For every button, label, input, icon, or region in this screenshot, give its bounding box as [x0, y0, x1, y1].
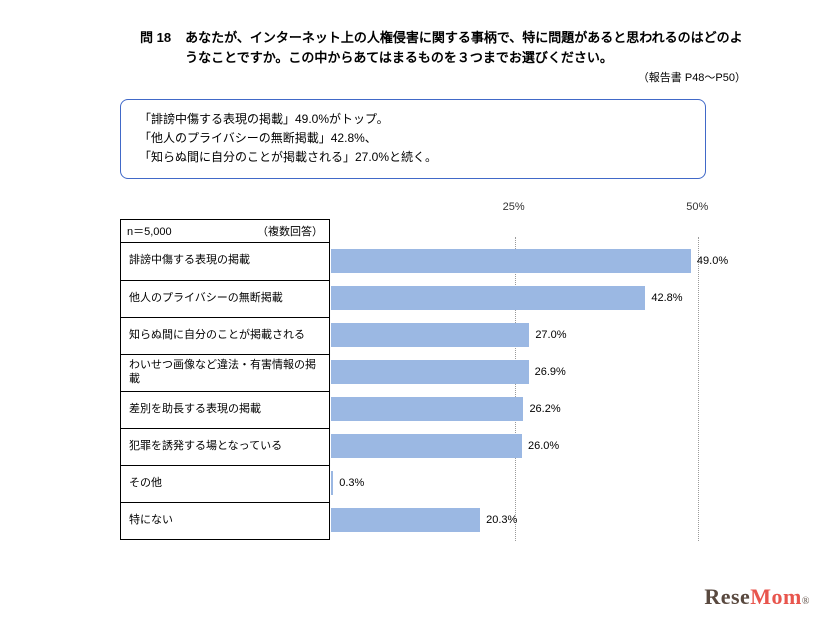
axis-tick-25: 25%	[503, 201, 525, 213]
bar: 26.9%	[331, 360, 529, 384]
watermark-symbol: ®	[802, 596, 810, 607]
watermark-logo: ReseMom®	[704, 584, 810, 610]
x-axis-labels: 25% 50%	[120, 201, 706, 219]
bar: 26.0%	[331, 434, 522, 458]
report-reference: （報告書 P48～P50）	[60, 69, 746, 85]
category-label: 知らぬ間に自分のことが掲載される	[121, 317, 329, 354]
watermark-part1: Rese	[704, 584, 750, 609]
category-label: 誹謗中傷する表現の掲載	[121, 243, 329, 280]
bar-value: 26.0%	[528, 440, 559, 452]
bar-value: 27.0%	[535, 329, 566, 341]
plot-area: 49.0% 42.8% 27.0% 26.9% 26.2% 26.0% 0.3%…	[331, 243, 735, 539]
category-label: わいせつ画像など違法・有害情報の掲載	[121, 354, 329, 391]
bar-value: 42.8%	[651, 292, 682, 304]
summary-line-1: 「誹謗中傷する表現の掲載」49.0%がトップ。	[139, 110, 687, 129]
category-label: その他	[121, 465, 329, 502]
category-label: 差別を助長する表現の掲載	[121, 391, 329, 428]
question-heading: 問 18 あなたが、インターネット上の人権侵害に関する事柄で、特に問題があると思…	[140, 28, 766, 67]
bar: 42.8%	[331, 286, 645, 310]
bars-container: 49.0% 42.8% 27.0% 26.9% 26.2% 26.0% 0.3%…	[331, 243, 735, 539]
category-label: 犯罪を誘発する場となっている	[121, 428, 329, 465]
bar-chart: 25% 50% n＝5,000 （複数回答） 誹謗中傷する表現の掲載 他人のプラ…	[120, 201, 706, 540]
bar: 20.3%	[331, 508, 480, 532]
bar: 27.0%	[331, 323, 529, 347]
bar-value: 0.3%	[339, 477, 364, 489]
axis-tick-50: 50%	[686, 201, 708, 213]
question-number: 問 18	[140, 28, 171, 48]
bar: 49.0%	[331, 249, 691, 273]
watermark-part2: Mom	[750, 584, 802, 609]
bar-value: 26.2%	[529, 403, 560, 415]
category-label: 特にない	[121, 502, 329, 539]
bar-value: 49.0%	[697, 255, 728, 267]
category-table: n＝5,000 （複数回答） 誹謗中傷する表現の掲載 他人のプライバシーの無断掲…	[120, 219, 330, 540]
summary-box: 「誹謗中傷する表現の掲載」49.0%がトップ。 「他人のプライバシーの無断掲載」…	[120, 99, 706, 179]
category-label: 他人のプライバシーの無断掲載	[121, 280, 329, 317]
table-header: n＝5,000 （複数回答）	[121, 220, 329, 243]
question-text: あなたが、インターネット上の人権侵害に関する事柄で、特に問題があると思われるのは…	[185, 28, 745, 67]
n-label: n＝5,000	[127, 223, 172, 239]
bar-value: 20.3%	[486, 514, 517, 526]
bar: 26.2%	[331, 397, 523, 421]
multi-answer-label: （複数回答）	[257, 223, 323, 239]
summary-line-2: 「他人のプライバシーの無断掲載」42.8%、	[139, 129, 687, 148]
bar-value: 26.9%	[535, 366, 566, 378]
summary-line-3: 「知らぬ間に自分のことが掲載される」27.0%と続く。	[139, 148, 687, 167]
bar: 0.3%	[331, 471, 333, 495]
table-rows: 誹謗中傷する表現の掲載 他人のプライバシーの無断掲載 知らぬ間に自分のことが掲載…	[121, 243, 329, 539]
